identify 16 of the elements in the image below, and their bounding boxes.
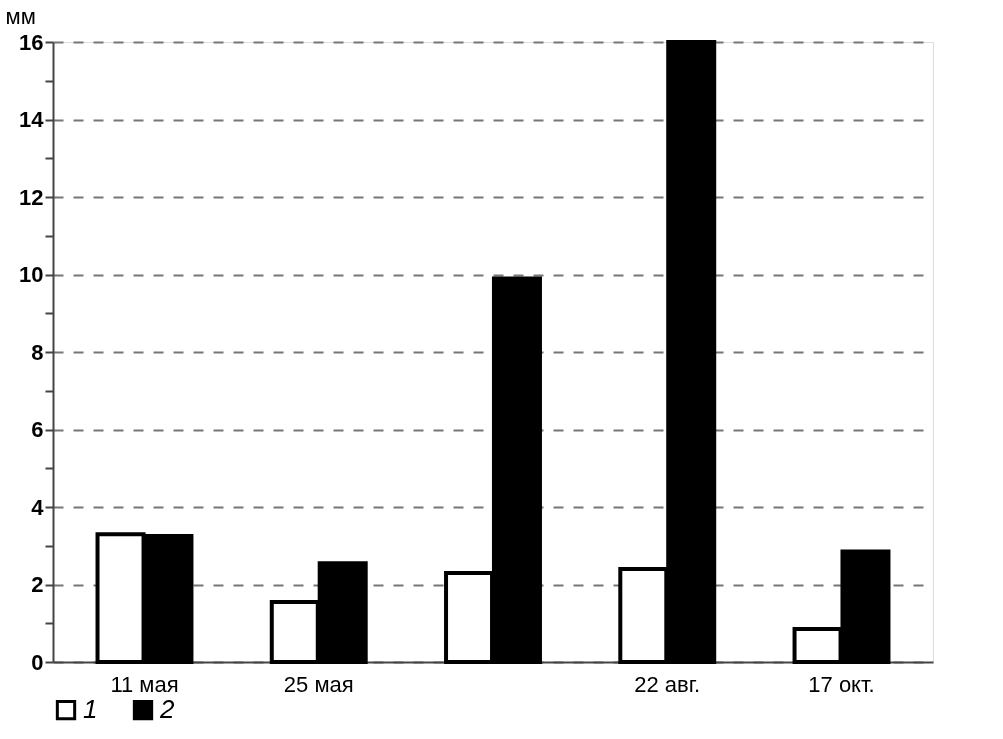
x-tick-label: 17 окт. bbox=[808, 671, 875, 697]
x-tick-label: 25 мая bbox=[283, 671, 354, 697]
y-tick-label: 6 bbox=[31, 417, 44, 442]
y-tick-label: 10 bbox=[19, 262, 44, 287]
y-tick-label: 0 bbox=[31, 649, 44, 675]
y-tick-label: 2 bbox=[31, 572, 44, 597]
legend-label: 1 bbox=[83, 694, 98, 725]
y-axis-title: мм bbox=[5, 3, 36, 29]
y-tick-label: 14 bbox=[19, 107, 45, 132]
x-tick-label: 22 авг. bbox=[634, 671, 701, 697]
y-tick-label: 4 bbox=[31, 494, 45, 520]
legend-label: 2 bbox=[159, 694, 175, 725]
x-tick-label: 11 мая bbox=[110, 671, 179, 697]
y-tick-label: 16 bbox=[19, 29, 44, 55]
y-tick-label: 12 bbox=[19, 184, 44, 210]
y-tick-label: 8 bbox=[31, 339, 44, 365]
